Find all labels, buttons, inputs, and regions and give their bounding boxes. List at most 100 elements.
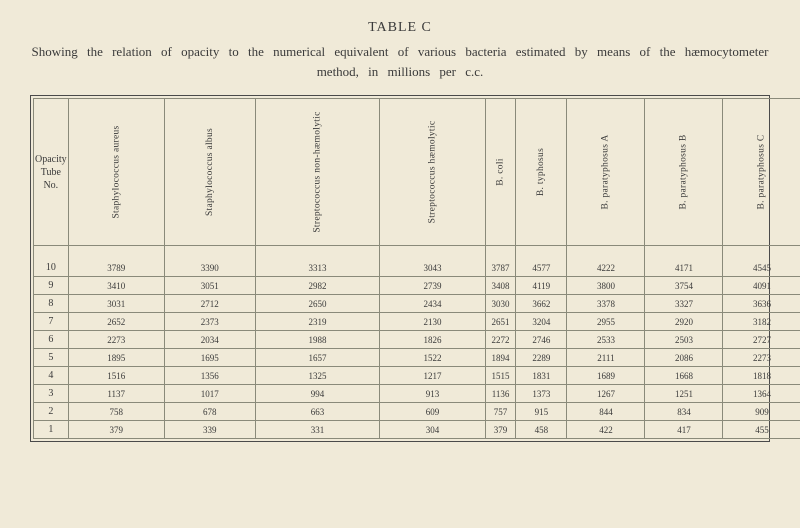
data-cell: 3182 xyxy=(723,313,800,331)
column-header: Streptococcus hæmolytic xyxy=(380,99,486,246)
data-cell: 3390 xyxy=(164,246,255,277)
data-cell: 2273 xyxy=(68,331,164,349)
data-cell: 2920 xyxy=(645,313,723,331)
data-cell: 1325 xyxy=(255,367,379,385)
row-number: 1 xyxy=(34,421,69,439)
data-cell: 1515 xyxy=(485,367,515,385)
data-cell: 455 xyxy=(723,421,800,439)
table-row: 1037893390331330433787457742224171454546… xyxy=(34,246,800,277)
data-cell: 1516 xyxy=(68,367,164,385)
table-row: 6227320341988182622722746253325032727277… xyxy=(34,331,800,349)
table-row: 4151613561325121715151831168916681818185… xyxy=(34,367,800,385)
data-cell: 458 xyxy=(516,421,567,439)
data-cell: 758 xyxy=(68,403,164,421)
data-cell: 3408 xyxy=(485,277,515,295)
data-cell: 844 xyxy=(567,403,645,421)
data-cell: 1136 xyxy=(485,385,515,403)
data-cell: 2503 xyxy=(645,331,723,349)
data-cell: 1826 xyxy=(380,331,486,349)
data-cell: 379 xyxy=(68,421,164,439)
data-cell: 1373 xyxy=(516,385,567,403)
data-cell: 609 xyxy=(380,403,486,421)
data-cell: 3030 xyxy=(485,295,515,313)
data-cell: 909 xyxy=(723,403,800,421)
data-cell: 1657 xyxy=(255,349,379,367)
data-cell: 1988 xyxy=(255,331,379,349)
data-cell: 1895 xyxy=(68,349,164,367)
table-row: 8303127122650243430303662337833273636370… xyxy=(34,295,800,313)
column-header-label: Staphylococcus aureus xyxy=(111,125,121,218)
data-cell: 915 xyxy=(516,403,567,421)
table-row: 3113710179949131136137312671251136413891… xyxy=(34,385,800,403)
table-subtitle: Showing the relation of opacity to the n… xyxy=(30,42,770,81)
data-cell: 4545 xyxy=(723,246,800,277)
row-number: 8 xyxy=(34,295,69,313)
data-table: Opacity Tube No. Staphylococcus aureusSt… xyxy=(33,98,800,439)
data-cell: 3662 xyxy=(516,295,567,313)
data-cell: 2273 xyxy=(723,349,800,367)
data-cell: 2712 xyxy=(164,295,255,313)
data-cell: 3754 xyxy=(645,277,723,295)
data-cell: 3051 xyxy=(164,277,255,295)
data-cell: 757 xyxy=(485,403,515,421)
column-header: Staphylococcus aureus xyxy=(68,99,164,246)
data-cell: 678 xyxy=(164,403,255,421)
table-row: 1379339331304379458422417455463449109354… xyxy=(34,421,800,439)
column-header-label: B. paratyphosus B xyxy=(679,134,689,209)
data-cell: 3800 xyxy=(567,277,645,295)
table-row: 7265223732319213026513204295529203182324… xyxy=(34,313,800,331)
data-cell: 4222 xyxy=(567,246,645,277)
data-cell: 1137 xyxy=(68,385,164,403)
data-cell: 1689 xyxy=(567,367,645,385)
data-cell: 339 xyxy=(164,421,255,439)
data-cell: 1364 xyxy=(723,385,800,403)
data-cell: 2319 xyxy=(255,313,379,331)
data-cell: 1818 xyxy=(723,367,800,385)
column-header-label: Staphylococcus albus xyxy=(205,128,215,216)
table-row: 2758678663609757915844834909926899218510… xyxy=(34,403,800,421)
data-cell: 3043 xyxy=(380,246,486,277)
data-cell: 994 xyxy=(255,385,379,403)
data-cell: 379 xyxy=(485,421,515,439)
table-title: TABLE C xyxy=(30,20,770,36)
column-header-label: Streptococcus non-hæmolytic xyxy=(312,111,322,232)
data-cell: 1695 xyxy=(164,349,255,367)
column-header-label: B. paratyphosus A xyxy=(601,134,611,209)
table-row: 9341030512982273934084119380037544091416… xyxy=(34,277,800,295)
column-header-label: B. paratyphosus C xyxy=(757,134,767,209)
data-cell: 4577 xyxy=(516,246,567,277)
data-cell: 2739 xyxy=(380,277,486,295)
data-cell: 2651 xyxy=(485,313,515,331)
row-number: 9 xyxy=(34,277,69,295)
row-number: 2 xyxy=(34,403,69,421)
row-number: 10 xyxy=(34,246,69,277)
data-cell: 417 xyxy=(645,421,723,439)
column-header: B. paratyphosus C xyxy=(723,99,800,246)
data-cell: 1017 xyxy=(164,385,255,403)
data-cell: 2289 xyxy=(516,349,567,367)
data-cell: 1522 xyxy=(380,349,486,367)
data-cell: 1831 xyxy=(516,367,567,385)
column-header-label: Streptococcus hæmolytic xyxy=(427,121,437,224)
data-cell: 913 xyxy=(380,385,486,403)
data-cell: 2955 xyxy=(567,313,645,331)
data-cell: 3636 xyxy=(723,295,800,313)
column-header: B. paratyphosus A xyxy=(567,99,645,246)
data-cell: 3327 xyxy=(645,295,723,313)
row-number: 5 xyxy=(34,349,69,367)
data-cell: 4119 xyxy=(516,277,567,295)
data-cell: 2434 xyxy=(380,295,486,313)
data-cell: 1217 xyxy=(380,367,486,385)
data-cell: 2746 xyxy=(516,331,567,349)
data-cell: 2086 xyxy=(645,349,723,367)
data-cell: 3378 xyxy=(567,295,645,313)
table-container: Opacity Tube No. Staphylococcus aureusSt… xyxy=(30,95,770,442)
column-header-label: B. coli xyxy=(496,158,506,185)
data-cell: 2034 xyxy=(164,331,255,349)
data-cell: 2652 xyxy=(68,313,164,331)
data-cell: 2533 xyxy=(567,331,645,349)
data-cell: 4171 xyxy=(645,246,723,277)
table-row: 5189516951657152218942289211120862273231… xyxy=(34,349,800,367)
data-cell: 4091 xyxy=(723,277,800,295)
data-cell: 1668 xyxy=(645,367,723,385)
